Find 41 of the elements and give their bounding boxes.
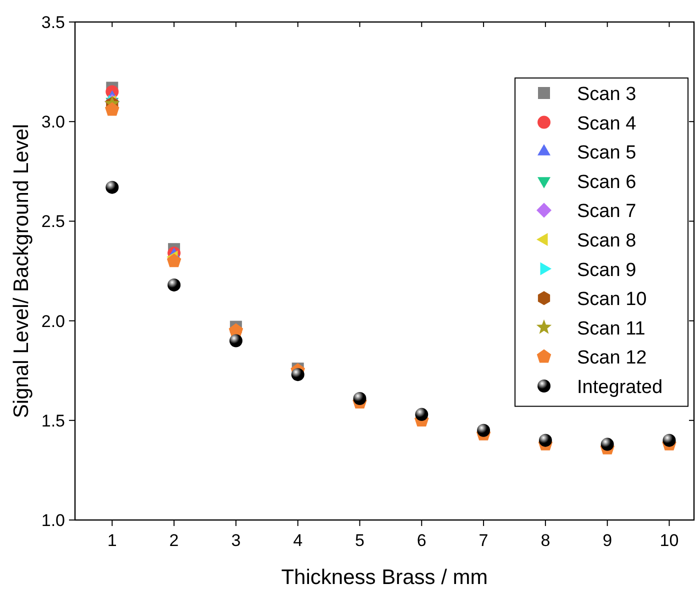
legend-label: Scan 6 xyxy=(577,172,636,193)
x-tick-label: 5 xyxy=(355,531,364,550)
legend-label: Scan 7 xyxy=(577,201,636,222)
x-tick-label: 9 xyxy=(602,531,612,550)
x-tick-label: 8 xyxy=(540,531,550,550)
x-tick-label: 1 xyxy=(107,531,117,550)
point xyxy=(166,254,182,268)
point xyxy=(600,438,614,451)
y-tick-label: 3.0 xyxy=(41,112,65,132)
y-axis-title: Signal Level/ Background Level xyxy=(10,124,33,418)
legend-label: Scan 4 xyxy=(577,113,637,134)
y-tick-label: 1.0 xyxy=(41,511,65,530)
point xyxy=(105,102,120,116)
x-tick-label: 2 xyxy=(169,531,179,550)
point xyxy=(415,408,428,421)
legend-label: Scan 8 xyxy=(577,230,636,252)
x-tick-label: 3 xyxy=(231,531,241,550)
point xyxy=(538,434,552,447)
x-tick-label: 7 xyxy=(478,531,488,550)
x-axis-title: Thickness Brass / mm xyxy=(281,566,488,589)
point xyxy=(291,368,304,382)
legend-label: Scan 5 xyxy=(577,142,636,164)
x-tick-label: 4 xyxy=(293,531,303,550)
x-tick-label: 6 xyxy=(416,531,426,550)
point xyxy=(662,434,676,447)
point xyxy=(229,334,242,348)
y-tick-label: 1.5 xyxy=(41,411,65,430)
point xyxy=(477,424,490,437)
y-tick-label: 2.0 xyxy=(41,312,65,331)
legend-label: Scan 11 xyxy=(577,318,646,340)
point xyxy=(106,180,119,194)
legend-label: Scan 3 xyxy=(577,84,636,105)
y-tick-label: 3.5 xyxy=(41,13,65,32)
point xyxy=(168,278,181,292)
legend-label: Scan 9 xyxy=(577,260,636,281)
y-tick-label: 2.5 xyxy=(41,212,65,232)
legend-label: Scan 12 xyxy=(577,348,647,369)
point xyxy=(353,392,366,405)
x-tick-label: 10 xyxy=(660,531,679,550)
legend-label: Integrated xyxy=(577,377,663,398)
legend-label: Scan 10 xyxy=(577,289,647,310)
